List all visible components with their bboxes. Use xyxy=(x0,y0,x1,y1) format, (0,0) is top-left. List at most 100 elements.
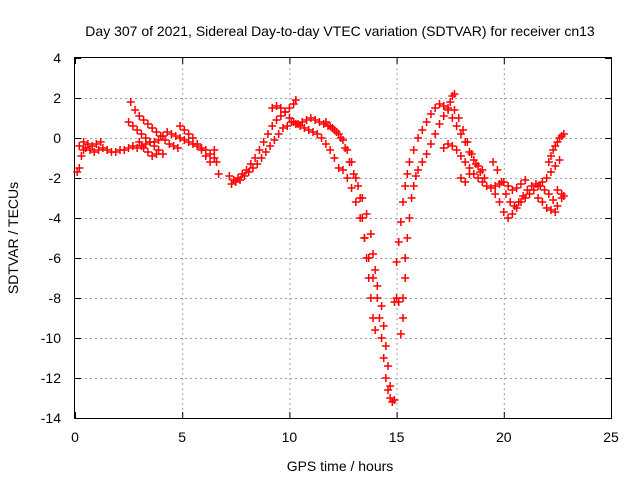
data-point-marker xyxy=(396,218,405,226)
data-point-marker xyxy=(394,238,403,246)
data-point-marker xyxy=(165,140,174,148)
data-point-marker xyxy=(529,186,538,194)
data-point-marker xyxy=(489,158,498,166)
data-point-marker xyxy=(184,138,193,146)
data-point-marker xyxy=(176,134,185,142)
data-point-marker xyxy=(281,108,290,116)
data-point-marker xyxy=(326,122,335,130)
data-point-marker xyxy=(349,170,358,178)
data-point-marker xyxy=(77,152,86,160)
data-point-marker xyxy=(409,182,418,190)
data-point-marker xyxy=(431,130,440,138)
data-point-marker xyxy=(141,134,150,142)
data-point-marker xyxy=(285,114,294,122)
data-point-marker xyxy=(414,166,423,174)
data-point-marker xyxy=(304,126,313,134)
data-point-marker xyxy=(272,102,281,110)
data-point-marker xyxy=(540,186,549,194)
data-point-marker xyxy=(212,158,221,166)
data-point-marker xyxy=(268,104,277,112)
data-point-marker xyxy=(163,128,172,136)
data-point-marker xyxy=(364,254,373,262)
data-point-marker xyxy=(504,182,513,190)
data-point-marker xyxy=(411,172,420,180)
data-point-marker xyxy=(248,164,257,172)
data-point-marker xyxy=(306,114,315,122)
data-point-marker xyxy=(542,174,551,182)
data-point-marker xyxy=(354,182,363,190)
data-point-marker xyxy=(339,166,347,174)
data-point-marker xyxy=(456,174,465,182)
data-point-marker xyxy=(418,158,427,166)
y-tick-label: 2 xyxy=(53,90,61,106)
y-tick-label: -14 xyxy=(41,410,61,426)
data-point-marker xyxy=(435,100,444,108)
data-point-marker xyxy=(94,146,103,154)
data-point-marker xyxy=(386,382,395,390)
data-point-marker xyxy=(270,136,279,144)
data-point-marker xyxy=(79,138,88,146)
data-points xyxy=(73,90,568,406)
data-point-marker xyxy=(405,158,414,166)
data-point-marker xyxy=(358,194,367,202)
data-point-marker xyxy=(403,170,412,178)
data-point-marker xyxy=(356,214,365,222)
data-point-marker xyxy=(396,330,405,338)
series-SDTVAR xyxy=(73,90,568,406)
data-point-marker xyxy=(379,354,388,362)
data-point-marker xyxy=(375,314,384,322)
data-point-marker xyxy=(124,118,133,126)
data-point-marker xyxy=(366,230,375,238)
data-point-marker xyxy=(360,234,369,242)
data-point-marker xyxy=(504,214,513,222)
data-point-marker xyxy=(300,124,309,132)
y-tick-labels: -14 -12 -10 -8 -6 -4 -2 0 2 4 xyxy=(41,50,61,426)
data-point-marker xyxy=(276,104,285,112)
data-point-marker xyxy=(381,374,390,382)
data-point-marker xyxy=(128,142,137,150)
data-point-marker xyxy=(90,148,99,156)
data-point-marker xyxy=(379,322,388,330)
data-point-marker xyxy=(491,182,500,190)
data-point-marker xyxy=(240,172,249,180)
data-point-marker xyxy=(176,122,185,130)
data-point-marker xyxy=(506,198,515,206)
data-point-marker xyxy=(285,104,294,112)
data-point-marker xyxy=(317,134,326,142)
data-point-marker xyxy=(452,122,461,130)
x-tick-label: 25 xyxy=(603,429,619,445)
data-point-marker xyxy=(516,180,525,188)
data-point-marker xyxy=(291,96,300,104)
data-point-marker xyxy=(499,178,508,186)
data-point-marker xyxy=(139,144,148,152)
data-point-marker xyxy=(459,126,468,134)
x-tick-label: 5 xyxy=(178,429,186,445)
data-point-marker xyxy=(493,166,502,174)
data-point-marker xyxy=(392,258,401,266)
data-point-marker xyxy=(326,146,335,154)
data-point-marker xyxy=(180,126,189,134)
data-point-marker xyxy=(456,152,465,160)
data-point-marker xyxy=(465,170,474,178)
data-point-marker xyxy=(272,116,281,124)
data-point-marker xyxy=(439,102,448,110)
data-point-marker xyxy=(426,140,435,148)
data-point-marker xyxy=(180,136,189,144)
data-point-marker xyxy=(135,112,144,120)
data-point-marker xyxy=(467,150,476,158)
x-axis-label: GPS time / hours xyxy=(287,458,394,474)
data-point-marker xyxy=(148,124,157,132)
data-point-marker xyxy=(75,164,84,172)
data-point-marker xyxy=(263,130,272,138)
data-point-marker xyxy=(131,106,140,114)
y-tick-label: -10 xyxy=(41,330,61,346)
data-point-marker xyxy=(111,148,120,156)
data-point-marker xyxy=(313,130,322,138)
data-point-marker xyxy=(126,98,135,106)
axis-ticks xyxy=(75,58,612,419)
data-point-marker xyxy=(446,98,455,106)
data-point-marker xyxy=(128,122,137,130)
data-point-marker xyxy=(133,126,142,134)
data-point-marker xyxy=(92,140,101,148)
plot-frame xyxy=(74,57,612,419)
